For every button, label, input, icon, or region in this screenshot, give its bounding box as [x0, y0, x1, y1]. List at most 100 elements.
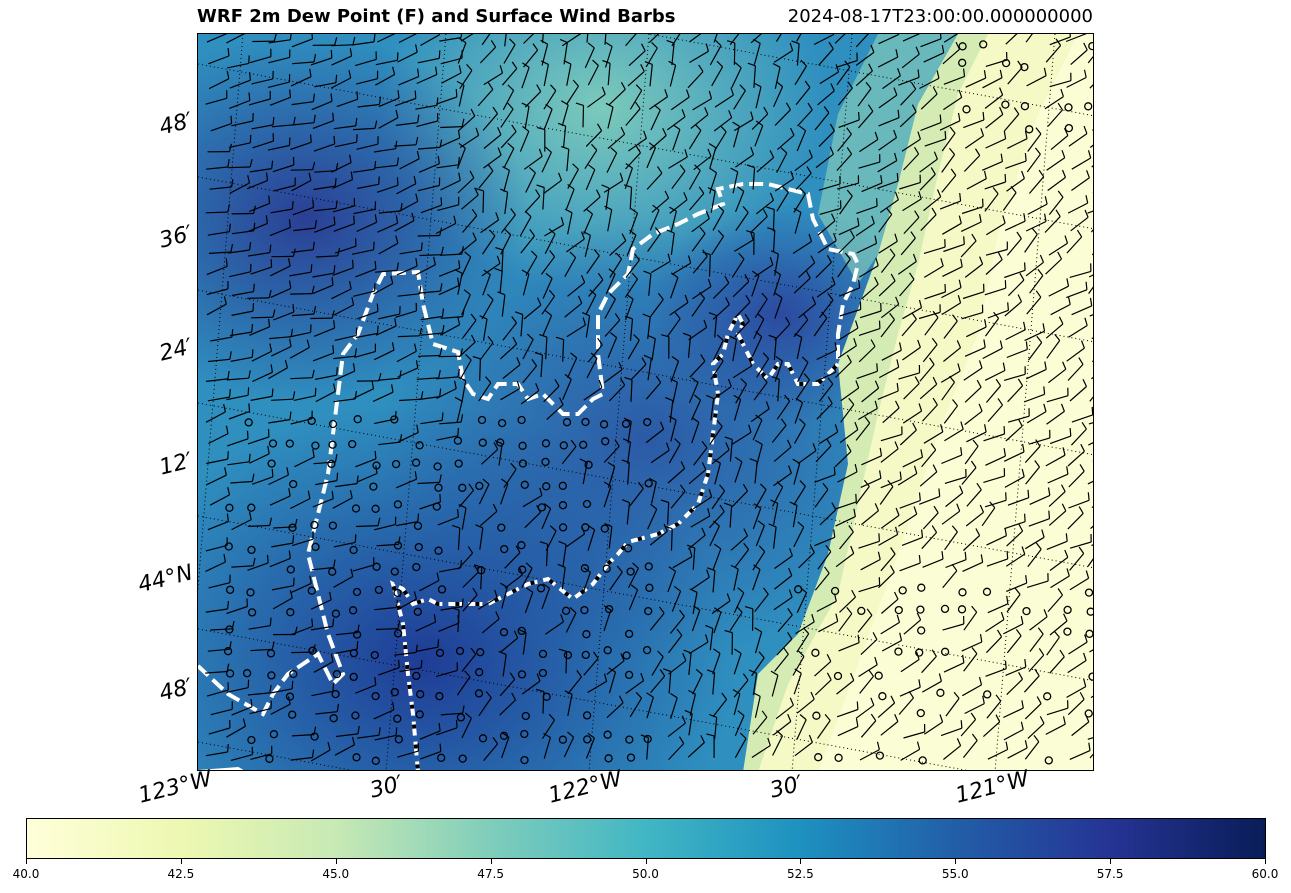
wind-barb-icon	[500, 380, 521, 401]
wind-barb-icon	[755, 192, 775, 215]
wind-barb-icon	[417, 50, 441, 64]
wind-barb-icon	[354, 343, 376, 358]
wind-barb-icon	[628, 43, 646, 67]
wind-barb-icon	[452, 524, 461, 550]
wind-barb-icon	[395, 471, 418, 489]
wind-barb-icon	[1068, 125, 1088, 147]
wind-barb-icon	[649, 292, 664, 318]
wind-barb-icon	[457, 37, 467, 64]
map-panel[interactable]	[197, 33, 1094, 771]
wind-barb-icon	[903, 146, 920, 171]
wind-barb-icon	[684, 709, 693, 736]
wind-barb-icon	[660, 499, 670, 525]
wind-barb-icon	[691, 210, 710, 233]
wind-barb-icon	[585, 732, 595, 759]
colorbar-tick-label: 40.0	[12, 867, 40, 881]
wind-barb-icon	[373, 140, 398, 153]
calm-wind-circle-icon	[517, 670, 527, 679]
wind-barb-icon	[1069, 742, 1091, 760]
wind-barb-icon	[251, 468, 274, 485]
wind-barb-icon	[752, 38, 761, 65]
calm-wind-circle-icon	[413, 607, 422, 616]
wind-barb-icon	[588, 272, 604, 297]
colorbar-tick	[1265, 859, 1266, 864]
wind-barb-icon	[331, 48, 353, 66]
wind-barb-icon	[356, 70, 379, 85]
wind-barb-icon	[205, 537, 228, 552]
calm-wind-circle-icon	[517, 541, 526, 550]
wind-barb-icon	[231, 303, 255, 316]
calm-wind-circle-icon	[478, 734, 488, 743]
wind-barb-icon	[623, 184, 633, 210]
calm-wind-circle-icon	[371, 756, 380, 765]
wind-barb-icon	[460, 34, 474, 42]
wind-barb-icon	[670, 272, 679, 299]
wind-barb-icon	[713, 34, 718, 43]
wind-barb-icon	[583, 208, 594, 235]
wind-barb-icon	[900, 741, 921, 761]
wind-barb-icon	[630, 357, 647, 381]
wind-barb-icon	[982, 340, 1003, 360]
wind-barb-icon	[645, 375, 662, 400]
wind-barb-icon	[650, 442, 670, 464]
calm-wind-circle-icon	[875, 751, 885, 760]
wind-barb-icon	[1007, 272, 1025, 297]
calm-wind-circle-icon	[643, 417, 652, 427]
wind-barb-icon	[918, 488, 941, 505]
calm-wind-circle-icon	[558, 481, 567, 490]
wind-barb-icon	[766, 206, 775, 232]
calm-wind-circle-icon	[371, 504, 380, 513]
calm-wind-circle-icon	[310, 520, 319, 530]
wind-barb-icon	[378, 235, 399, 255]
wind-barb-icon	[269, 550, 291, 568]
wind-barb-icon	[585, 164, 596, 191]
wind-barb-icon	[1068, 634, 1088, 655]
wind-barb-icon	[1045, 251, 1063, 275]
wind-barb-icon	[855, 215, 875, 237]
wind-barb-icon	[724, 436, 733, 462]
calm-wind-circle-icon	[393, 588, 402, 598]
wind-barb-icon	[1025, 213, 1047, 232]
wind-barb-icon	[479, 315, 488, 341]
calm-wind-circle-icon	[328, 440, 337, 449]
wind-barb-icon	[818, 424, 839, 445]
wind-barb-icon	[692, 668, 703, 695]
wind-barb-icon	[271, 577, 295, 591]
wind-barb-icon	[499, 336, 518, 360]
wind-barb-icon	[1049, 72, 1072, 88]
calm-wind-circle-icon	[558, 523, 568, 532]
wind-barb-icon	[706, 394, 715, 421]
wind-barb-icon	[561, 439, 577, 465]
wind-barb-icon	[961, 198, 984, 215]
calm-wind-circle-icon	[583, 735, 592, 744]
wind-barb-icon	[397, 424, 419, 443]
wind-barb-icon	[774, 170, 795, 192]
calm-wind-circle-icon	[331, 689, 340, 699]
wind-barb-icon	[644, 61, 653, 87]
wind-barb-icon	[859, 302, 882, 319]
wind-barb-icon	[622, 438, 632, 464]
wind-barb-icon	[629, 691, 643, 718]
wind-barb-icon	[436, 380, 457, 400]
wind-barb-icon	[331, 280, 352, 300]
wind-barb-icon	[546, 397, 564, 420]
wind-barb-icon	[1071, 170, 1090, 191]
wind-barb-icon	[544, 228, 556, 255]
wind-barb-icon	[650, 669, 666, 694]
wind-barb-icon	[437, 508, 459, 526]
wind-barb-icon	[984, 87, 1004, 109]
wind-barb-icon	[767, 227, 776, 253]
wind-barb-icon	[1028, 169, 1045, 194]
wind-barb-icon	[561, 34, 582, 47]
wind-barb-icon	[1006, 523, 1024, 547]
wind-barb-icon	[837, 252, 851, 278]
wind-barb-icon	[900, 231, 916, 256]
wind-barb-icon	[586, 34, 589, 43]
wind-barb-icon	[1069, 533, 1092, 549]
calm-wind-circle-icon	[520, 729, 529, 739]
wind-barb-icon	[475, 188, 485, 213]
wind-barb-icon	[494, 440, 503, 466]
wind-barb-icon	[575, 102, 585, 128]
wind-barb-icon	[228, 403, 251, 420]
wind-barb-icon	[985, 252, 1003, 275]
